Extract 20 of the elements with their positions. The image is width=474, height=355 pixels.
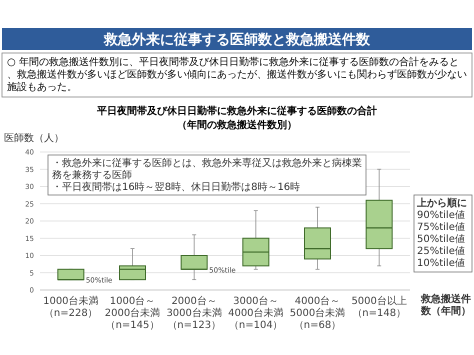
text: 75%tile値 xyxy=(417,221,465,233)
chart-subtitle: （年間の救急搬送件数別） xyxy=(177,119,297,131)
text: 90%tile値 xyxy=(417,209,465,221)
x-tick-label: 1000台未満（n=228） xyxy=(43,295,99,319)
annotation: ・平日夜間帯は16時～翌8時、休日日勤帯は8時～16時 xyxy=(52,181,300,193)
text: 10%tile値 xyxy=(417,257,465,269)
text: 50%tile値 xyxy=(417,233,465,245)
x-axis-title: 救急搬送件数（年間） xyxy=(420,293,471,317)
x-tick-label: 3000台～4000台未満（n=104） xyxy=(228,295,284,331)
annotation: ・救急外来に従事する医師とは、救急外来専従又は救急外来と病棟業務を兼務する医師 xyxy=(52,157,362,181)
text: 25%tile値 xyxy=(417,245,465,257)
text: 上から順に xyxy=(416,197,467,209)
x-tick-label: 4000台～5000台未満（n=68） xyxy=(290,295,346,331)
y-axis-title: 医師数（人） xyxy=(4,132,64,144)
x-tick-label: 5000台以上（n=148） xyxy=(351,295,407,319)
chart-title: 平日夜間帯及び休日日勤帯に救急外来に従事する医師数の合計 xyxy=(96,105,377,117)
text: 救急外来に従事する医師数と救急搬送件数 xyxy=(103,32,371,48)
text: ○ 年間の救急搬送件数別に、平日夜間帯及び休日日勤帯に救急外来に従事する医師数の合計をみると、救急搬送件数が多いほど医師数が多い傾向にあったが、搬送件数が多いにも関わらず医師数が少ない施設もあった。 xyxy=(7,56,467,93)
x-tick-label: 1000台～2000台未満（n=145） xyxy=(104,295,160,331)
x-tick-label: 2000台～3000台未満（n=123） xyxy=(166,295,222,331)
